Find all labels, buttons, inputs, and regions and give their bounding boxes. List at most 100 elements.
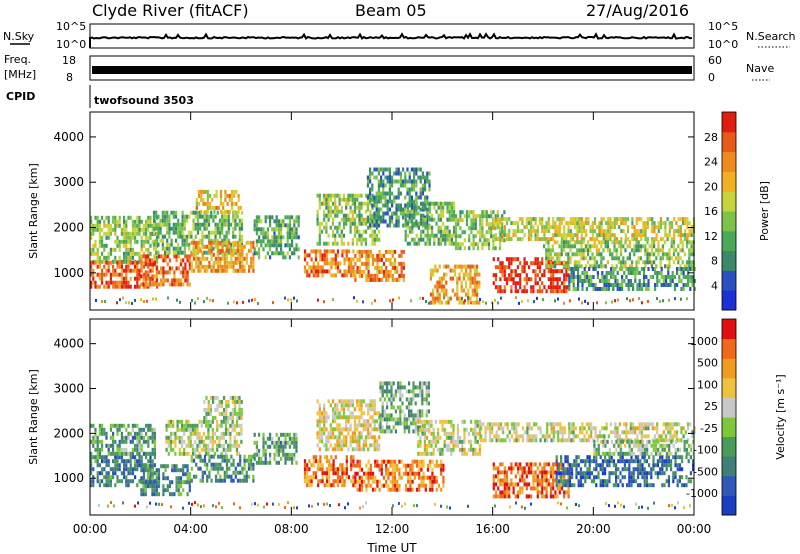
cpid-value: twofsound 3503: [94, 94, 194, 107]
nave-tick-bottom: 0: [708, 71, 715, 84]
freq-label: Freq.: [4, 53, 31, 66]
nave-tick-top: 60: [708, 54, 722, 67]
velocity-ytick-label: 1000: [53, 471, 84, 485]
power-colorbar-tick: 24: [704, 156, 718, 169]
power-colorbar-tick: 8: [711, 255, 718, 268]
power-band: [303, 249, 355, 278]
velocity-colorbar-tick: -100: [693, 444, 718, 457]
velocity-colorbar-swatch: [722, 319, 736, 340]
power-colorbar-swatch: [722, 112, 736, 133]
freq-nave-trace: [92, 66, 692, 74]
velocity-band: [253, 432, 298, 465]
power-colorbar-swatch: [722, 171, 736, 192]
power-colorbar-swatch: [722, 290, 736, 311]
velocity-band: [190, 454, 255, 483]
nsky-trace: [89, 32, 693, 48]
nsearch-label: N.Search: [746, 30, 796, 43]
power-band: [140, 254, 191, 287]
power-colorbar-swatch: [722, 250, 736, 271]
velocity-xtick-label: 12:00: [375, 522, 410, 536]
velocity-colorbar-swatch: [722, 338, 736, 359]
power-band: [568, 267, 696, 291]
velocity-ylabel: Slant Range [km]: [27, 369, 40, 465]
freq-unit-label: [MHz]: [4, 68, 36, 81]
velocity-colorbar: 1000 500 100 25 -25 -100 -500 -1000: [686, 318, 737, 516]
velocity-colorbar-swatch: [722, 456, 736, 477]
cpid-label: CPID: [6, 90, 35, 103]
nsky-label: N.Sky: [3, 30, 35, 43]
velocity-colorbar-tick: -25: [700, 422, 718, 435]
x-axis-title: Time UT: [366, 541, 417, 554]
nsearch-tick-bottom: 10^0: [708, 38, 738, 51]
nsky-tick-bottom: 10^0: [56, 38, 86, 51]
power-band: [354, 249, 405, 282]
velocity-ytick-label: 3000: [53, 382, 84, 396]
velocity-colorbar-swatch: [722, 397, 736, 418]
velocity-xtick-label: 00:00: [677, 522, 712, 536]
nsky-strip: N.Sky 10^5 10^0 10^5 10^0 N.Search: [3, 20, 796, 51]
power-colorbar-swatch: [722, 131, 736, 153]
velocity-band: [316, 399, 381, 452]
velocity-ytick-label: 4000: [53, 337, 84, 351]
power-colorbar-swatch: [722, 151, 736, 172]
power-band: [543, 240, 695, 269]
power-band: [429, 264, 481, 305]
power-band: [253, 215, 300, 260]
power-band: [190, 240, 255, 273]
velocity-xtick-label: 20:00: [576, 522, 611, 536]
power-ground-scatter: [95, 296, 688, 305]
velocity-ytick-label: 2000: [53, 426, 84, 440]
velocity-band: [90, 423, 156, 456]
velocity-colorbar-label: Velocity [m s⁻¹]: [774, 374, 787, 459]
power-colorbar-swatch: [722, 211, 736, 232]
power-data: [90, 167, 696, 305]
velocity-ground-scatter: [98, 501, 691, 510]
power-colorbar-tick: 12: [704, 230, 718, 243]
power-panel: 1000 2000 3000 4000 Slant Range [km] 28 24 20…: [27, 111, 771, 311]
nave-label: Nave: [746, 62, 774, 75]
velocity-colorbar-swatch: [722, 417, 736, 438]
power-colorbar-swatch: [722, 191, 736, 212]
nsky-tick-top: 10^5: [56, 20, 86, 33]
freq-tick-top: 18: [62, 54, 76, 67]
station-title: Clyde River (fitACF): [92, 1, 249, 20]
power-ytick-label: 3000: [53, 175, 84, 189]
velocity-colorbar-tick: 500: [697, 357, 718, 370]
velocity-band: [90, 455, 156, 488]
velocity-xtick-label: 00:00: [73, 522, 108, 536]
power-colorbar-tick: 20: [704, 180, 718, 193]
velocity-colorbar-tick: 1000: [690, 335, 718, 348]
power-colorbar: 28 24 20 16 12 8 4: [704, 111, 737, 311]
velocity-colorbar-tick: -500: [693, 465, 718, 478]
power-colorbar-swatch: [722, 230, 736, 252]
velocity-band: [165, 419, 243, 456]
velocity-colorbar-tick: -1000: [686, 487, 718, 500]
velocity-band: [140, 464, 191, 497]
velocity-band: [417, 419, 481, 456]
velocity-band: [555, 455, 695, 488]
power-band: [90, 215, 159, 264]
power-colorbar-swatch: [722, 270, 736, 291]
velocity-colorbar-swatch: [722, 377, 736, 398]
velocity-data: [90, 381, 696, 510]
velocity-band: [593, 439, 695, 456]
velocity-colorbar-tick: 25: [704, 400, 718, 413]
freq-tick-bottom: 8: [66, 71, 73, 84]
velocity-colorbar-swatch: [722, 495, 736, 516]
power-ytick-label: 1000: [53, 266, 84, 280]
beam-title: Beam 05: [355, 1, 427, 20]
power-axes: 1000 2000 3000 4000: [53, 112, 695, 310]
velocity-band: [303, 455, 355, 488]
power-ylabel: Slant Range [km]: [27, 163, 40, 259]
velocity-band: [379, 381, 430, 434]
power-colorbar-tick: 4: [711, 279, 718, 292]
velocity-band: [354, 459, 445, 492]
date-title: 27/Aug/2016: [586, 1, 689, 20]
velocity-xtick-label: 04:00: [173, 522, 208, 536]
velocity-band: [203, 395, 243, 420]
power-ytick-label: 2000: [53, 221, 84, 235]
power-colorbar-label: Power [dB]: [758, 181, 771, 241]
velocity-xtick-label: 16:00: [475, 522, 510, 536]
nsearch-tick-top: 10^5: [708, 20, 738, 33]
